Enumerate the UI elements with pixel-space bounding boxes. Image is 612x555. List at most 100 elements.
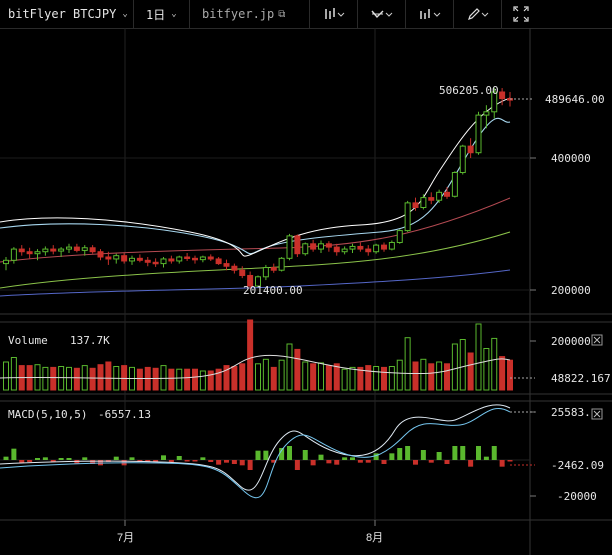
candle-body	[381, 244, 387, 250]
macd-histogram-bar	[66, 458, 72, 460]
external-link-icon: ⧉	[278, 8, 286, 20]
volume-bar	[97, 364, 104, 391]
volume-legend-name: Volume	[8, 334, 48, 347]
volume-tick-200000: 200000	[551, 335, 591, 348]
volume-bar	[507, 359, 513, 391]
volume-bar	[160, 365, 167, 391]
macd-histogram-bar	[58, 458, 64, 460]
macd-histogram-bar	[42, 457, 48, 460]
volume-bar	[184, 368, 191, 391]
macd-histogram-bar	[326, 460, 332, 464]
volume-bars-layer	[3, 319, 513, 391]
macd-histogram-bar	[82, 457, 88, 460]
macd-histogram-bar	[35, 458, 40, 460]
candle-body	[239, 269, 246, 276]
volume-bar	[262, 358, 269, 391]
macd-histogram-bar	[11, 448, 17, 460]
price-chart[interactable]: 506205.00 201400.00 489646.00 400000 200…	[0, 28, 612, 555]
chevron-down-icon: ⌄	[171, 9, 177, 19]
volume-bar	[310, 363, 317, 391]
macd-histogram-bar	[271, 460, 277, 463]
macd-histogram-bar	[413, 460, 418, 465]
candle-body	[247, 274, 254, 287]
macd-histogram-bar	[405, 446, 411, 460]
volume-bar	[318, 362, 324, 391]
volume-bar	[215, 368, 222, 391]
current-price-label: 489646.00	[545, 93, 605, 106]
volume-bar	[176, 368, 183, 391]
macd-histogram-bar	[247, 460, 253, 470]
volume-bar	[42, 366, 49, 391]
volume-bar	[436, 361, 443, 391]
volume-bar	[412, 361, 419, 391]
candle-body	[499, 91, 506, 100]
volume-bar	[89, 367, 96, 391]
candle-body	[223, 263, 230, 267]
volume-ma-line	[0, 354, 511, 380]
candle-body	[26, 251, 33, 255]
macd-histogram-bar	[176, 456, 182, 460]
macd-histogram-bar	[491, 446, 497, 460]
chart-type-button[interactable]	[406, 0, 454, 28]
volume-bar	[239, 363, 246, 391]
volume-close-icon[interactable]	[591, 334, 603, 346]
pencil-button[interactable]	[454, 0, 502, 28]
macd-close-icon[interactable]	[591, 408, 603, 420]
volume-bar	[420, 358, 427, 391]
domain-link[interactable]: bitfyer.jp ⧉	[190, 0, 310, 28]
volume-bar	[121, 365, 128, 391]
macd-histogram-bar	[483, 456, 489, 460]
macd-histogram-bar	[19, 460, 25, 463]
candle-body	[286, 235, 293, 259]
candle-body	[255, 276, 261, 287]
volume-bar	[499, 356, 506, 391]
volume-bar	[381, 366, 387, 391]
candle-body	[184, 256, 191, 259]
macd-histogram-bar	[334, 460, 340, 465]
candle-body	[302, 243, 309, 255]
candle-body	[428, 197, 435, 201]
volume-bar	[223, 365, 230, 391]
macd-histogram-bar	[310, 460, 316, 466]
candle-body	[89, 247, 96, 253]
interval-label: 1日	[146, 7, 166, 22]
candle-body	[3, 259, 9, 265]
candle-body	[199, 256, 206, 261]
candle-body	[325, 243, 332, 248]
indicators-button[interactable]	[310, 0, 358, 28]
candle-body	[113, 255, 120, 260]
drawing-tools-icon	[370, 10, 392, 19]
macd-histogram-bar	[499, 460, 505, 467]
drawing-tools-button[interactable]	[358, 0, 406, 28]
indicators-icon	[324, 8, 344, 19]
volume-bar	[192, 368, 198, 391]
symbol-selector[interactable]: bitFlyer BTCJPY ⌄	[0, 0, 134, 28]
candle-body	[318, 243, 324, 250]
macd-histogram-bar	[428, 460, 434, 463]
interval-selector[interactable]: 1日 ⌄	[134, 0, 190, 28]
candle-body	[475, 114, 482, 154]
candle-body	[73, 246, 80, 251]
candle-body	[192, 257, 198, 261]
candle-body	[176, 256, 183, 262]
domain-label: bitfyer.jp	[202, 7, 275, 21]
candle-body	[310, 243, 317, 250]
macd-histogram-bar	[507, 460, 513, 462]
macd-histogram-bar	[90, 460, 96, 464]
macd-histogram-bar	[113, 456, 119, 460]
macd-line	[0, 404, 511, 491]
candle-body	[42, 248, 49, 253]
macd-histogram-bar	[3, 456, 9, 460]
fullscreen-button[interactable]	[502, 0, 540, 28]
candle-body	[50, 248, 57, 252]
macd-histogram-bar	[239, 460, 245, 466]
macd-histogram-bar	[27, 460, 33, 462]
macd-histogram-bar	[452, 446, 458, 460]
pencil-icon	[467, 8, 488, 20]
macd-histogram-bar	[389, 453, 395, 460]
time-tick-july: 7月	[117, 532, 134, 544]
macd-signal-line	[0, 407, 511, 499]
macd-histogram-bar	[397, 448, 403, 460]
price-tick-400000: 400000	[551, 152, 591, 165]
candle-body	[144, 259, 151, 263]
